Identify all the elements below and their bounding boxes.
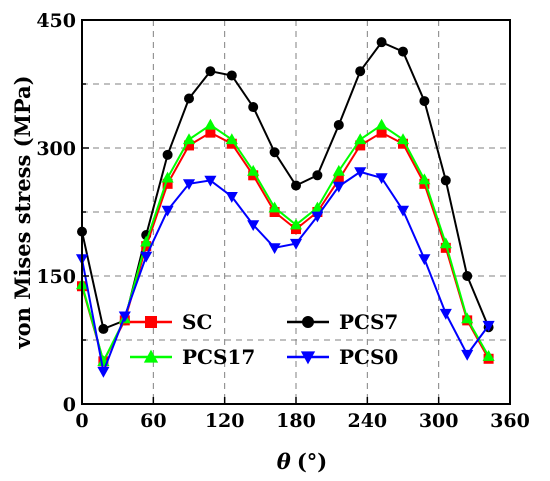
series-sc — [77, 127, 494, 367]
y-tick-label: 300 — [36, 138, 76, 160]
series-layer — [75, 37, 495, 378]
point-pcs17 — [225, 133, 238, 145]
point-pcs17 — [439, 237, 452, 249]
point-pcs0 — [97, 366, 110, 378]
point-pcs17 — [396, 133, 410, 145]
y-tick-label: 150 — [36, 266, 76, 288]
point-pcs17 — [289, 218, 303, 230]
point-pcs7 — [162, 149, 173, 160]
x-axis-unit: (°) — [297, 449, 327, 474]
legend-label-pcs7: PCS7 — [339, 310, 398, 334]
axis-ticks — [81, 19, 511, 405]
point-pcs0 — [418, 254, 431, 266]
point-pcs0 — [461, 349, 474, 361]
point-pcs17 — [375, 118, 388, 130]
point-pcs0 — [182, 179, 196, 191]
point-pcs7 — [291, 180, 301, 191]
point-pcs17 — [204, 118, 217, 130]
series-pcs17 — [75, 118, 495, 366]
point-pcs0 — [289, 238, 303, 250]
point-pcs17 — [332, 164, 345, 176]
point-pcs0 — [311, 211, 324, 223]
point-pcs7 — [333, 119, 344, 130]
point-pcs17 — [268, 201, 281, 213]
point-pcs0 — [332, 181, 345, 193]
point-pcs7 — [355, 66, 366, 77]
y-axis-title: von Mises stress (MPa) — [10, 75, 35, 349]
point-pcs7 — [226, 70, 237, 81]
point-pcs0 — [268, 243, 281, 255]
x-tick-label: 0 — [75, 410, 88, 432]
legend-item-pcs0: PCS0 — [287, 345, 398, 369]
point-pcs0 — [375, 173, 388, 185]
point-pcs0 — [396, 205, 410, 217]
point-pcs0 — [161, 205, 174, 217]
legend-item-sc: SC — [130, 310, 212, 334]
series-line-pcs0 — [81, 170, 490, 376]
point-pcs0 — [204, 175, 217, 187]
point-pcs7 — [312, 170, 323, 181]
legend: SC PCS7 PCS17 PCS0 — [130, 310, 398, 369]
y-tick-label: 0 — [63, 394, 76, 416]
tick-labels: 0 60 120 180 240 300 360 0 150 300 450 — [36, 10, 530, 432]
point-pcs17 — [182, 133, 196, 145]
x-tick-label: 60 — [140, 410, 166, 432]
point-pcs0 — [140, 251, 153, 263]
x-tick-label: 300 — [419, 410, 459, 432]
x-tick-label: 240 — [347, 410, 387, 432]
point-pcs0 — [225, 192, 238, 203]
series-pcs7 — [77, 37, 494, 334]
x-axis-symbol: θ — [277, 449, 291, 474]
legend-item-pcs7: PCS7 — [287, 310, 398, 334]
y-tick-label: 450 — [36, 10, 76, 32]
series-line-sc — [81, 131, 490, 364]
point-pcs0 — [354, 167, 367, 179]
legend-marker-pcs17 — [143, 349, 159, 363]
point-pcs17 — [140, 235, 153, 247]
point-pcs7 — [398, 46, 408, 57]
point-pcs7 — [269, 147, 280, 158]
legend-item-pcs17: PCS17 — [130, 345, 255, 369]
point-pcs7 — [419, 96, 430, 107]
point-pcs7 — [205, 66, 216, 77]
legend-label-sc: SC — [182, 310, 212, 334]
point-pcs17 — [161, 171, 174, 183]
series-pcs0 — [75, 167, 495, 378]
legend-marker-pcs0 — [300, 351, 316, 365]
point-pcs17 — [247, 164, 260, 176]
x-tick-label: 120 — [205, 410, 245, 432]
point-pcs7 — [184, 93, 194, 104]
point-pcs17 — [354, 133, 367, 145]
point-pcs7 — [248, 102, 259, 113]
x-tick-label: 360 — [490, 410, 530, 432]
grid-lines — [82, 20, 510, 404]
point-pcs0 — [247, 220, 260, 232]
point-pcs0 — [482, 320, 495, 332]
point-pcs7 — [462, 271, 473, 281]
legend-label-pcs17: PCS17 — [182, 345, 255, 369]
point-pcs7 — [376, 37, 387, 48]
point-pcs17 — [461, 312, 474, 324]
series-line-pcs17 — [81, 123, 490, 365]
point-pcs7 — [98, 323, 109, 334]
series-line-pcs7 — [81, 40, 490, 331]
x-axis-title: θ (°) — [277, 449, 327, 474]
x-tick-label: 180 — [276, 410, 316, 432]
legend-label-pcs0: PCS0 — [339, 345, 398, 369]
point-pcs0 — [439, 308, 452, 320]
point-pcs0 — [118, 311, 131, 323]
legend-marker-pcs7 — [302, 316, 314, 328]
point-pcs17 — [482, 349, 495, 361]
legend-marker-sc — [145, 316, 157, 328]
point-pcs7 — [440, 175, 451, 186]
point-pcs17 — [418, 173, 431, 185]
